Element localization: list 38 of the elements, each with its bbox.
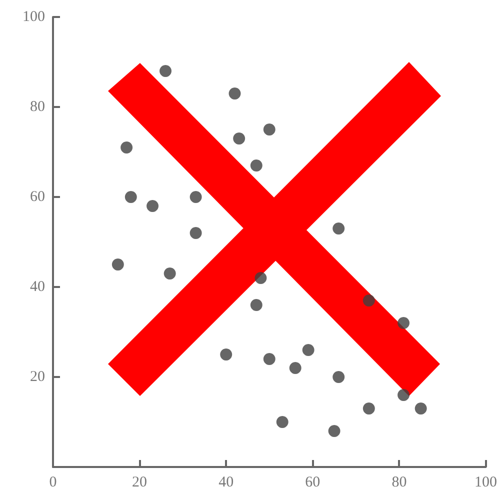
point xyxy=(332,371,345,383)
x-tick-label: 100 xyxy=(474,474,497,490)
point xyxy=(160,65,172,77)
x-tick-label: 0 xyxy=(49,474,57,490)
y-tick-label: 60 xyxy=(30,189,45,205)
point xyxy=(398,317,410,329)
point xyxy=(190,227,202,239)
point xyxy=(362,294,375,306)
y-tick-label: 20 xyxy=(30,369,45,385)
point xyxy=(263,353,276,365)
x-tick-label: 60 xyxy=(305,474,320,490)
point xyxy=(302,344,314,356)
y-tick-label: 80 xyxy=(30,99,45,115)
point xyxy=(289,362,302,374)
y-tick-label: 100 xyxy=(22,9,45,25)
point xyxy=(263,124,276,136)
x-tick-label: 20 xyxy=(132,474,148,490)
point xyxy=(233,132,246,144)
point xyxy=(146,200,159,212)
point xyxy=(250,299,262,311)
point xyxy=(124,191,137,203)
point xyxy=(112,258,124,270)
point xyxy=(220,348,232,360)
point xyxy=(228,88,241,100)
point xyxy=(362,402,375,414)
point xyxy=(398,389,410,401)
x-tick-label: 40 xyxy=(218,474,234,490)
point xyxy=(164,268,176,280)
point xyxy=(250,160,262,172)
point xyxy=(190,191,202,203)
point xyxy=(414,402,427,414)
point xyxy=(276,416,288,428)
point xyxy=(328,425,340,437)
point xyxy=(120,142,133,154)
x-tick-label: 80 xyxy=(392,474,407,490)
y-tick-label: 40 xyxy=(30,279,45,295)
point xyxy=(332,222,345,234)
point xyxy=(254,272,267,284)
